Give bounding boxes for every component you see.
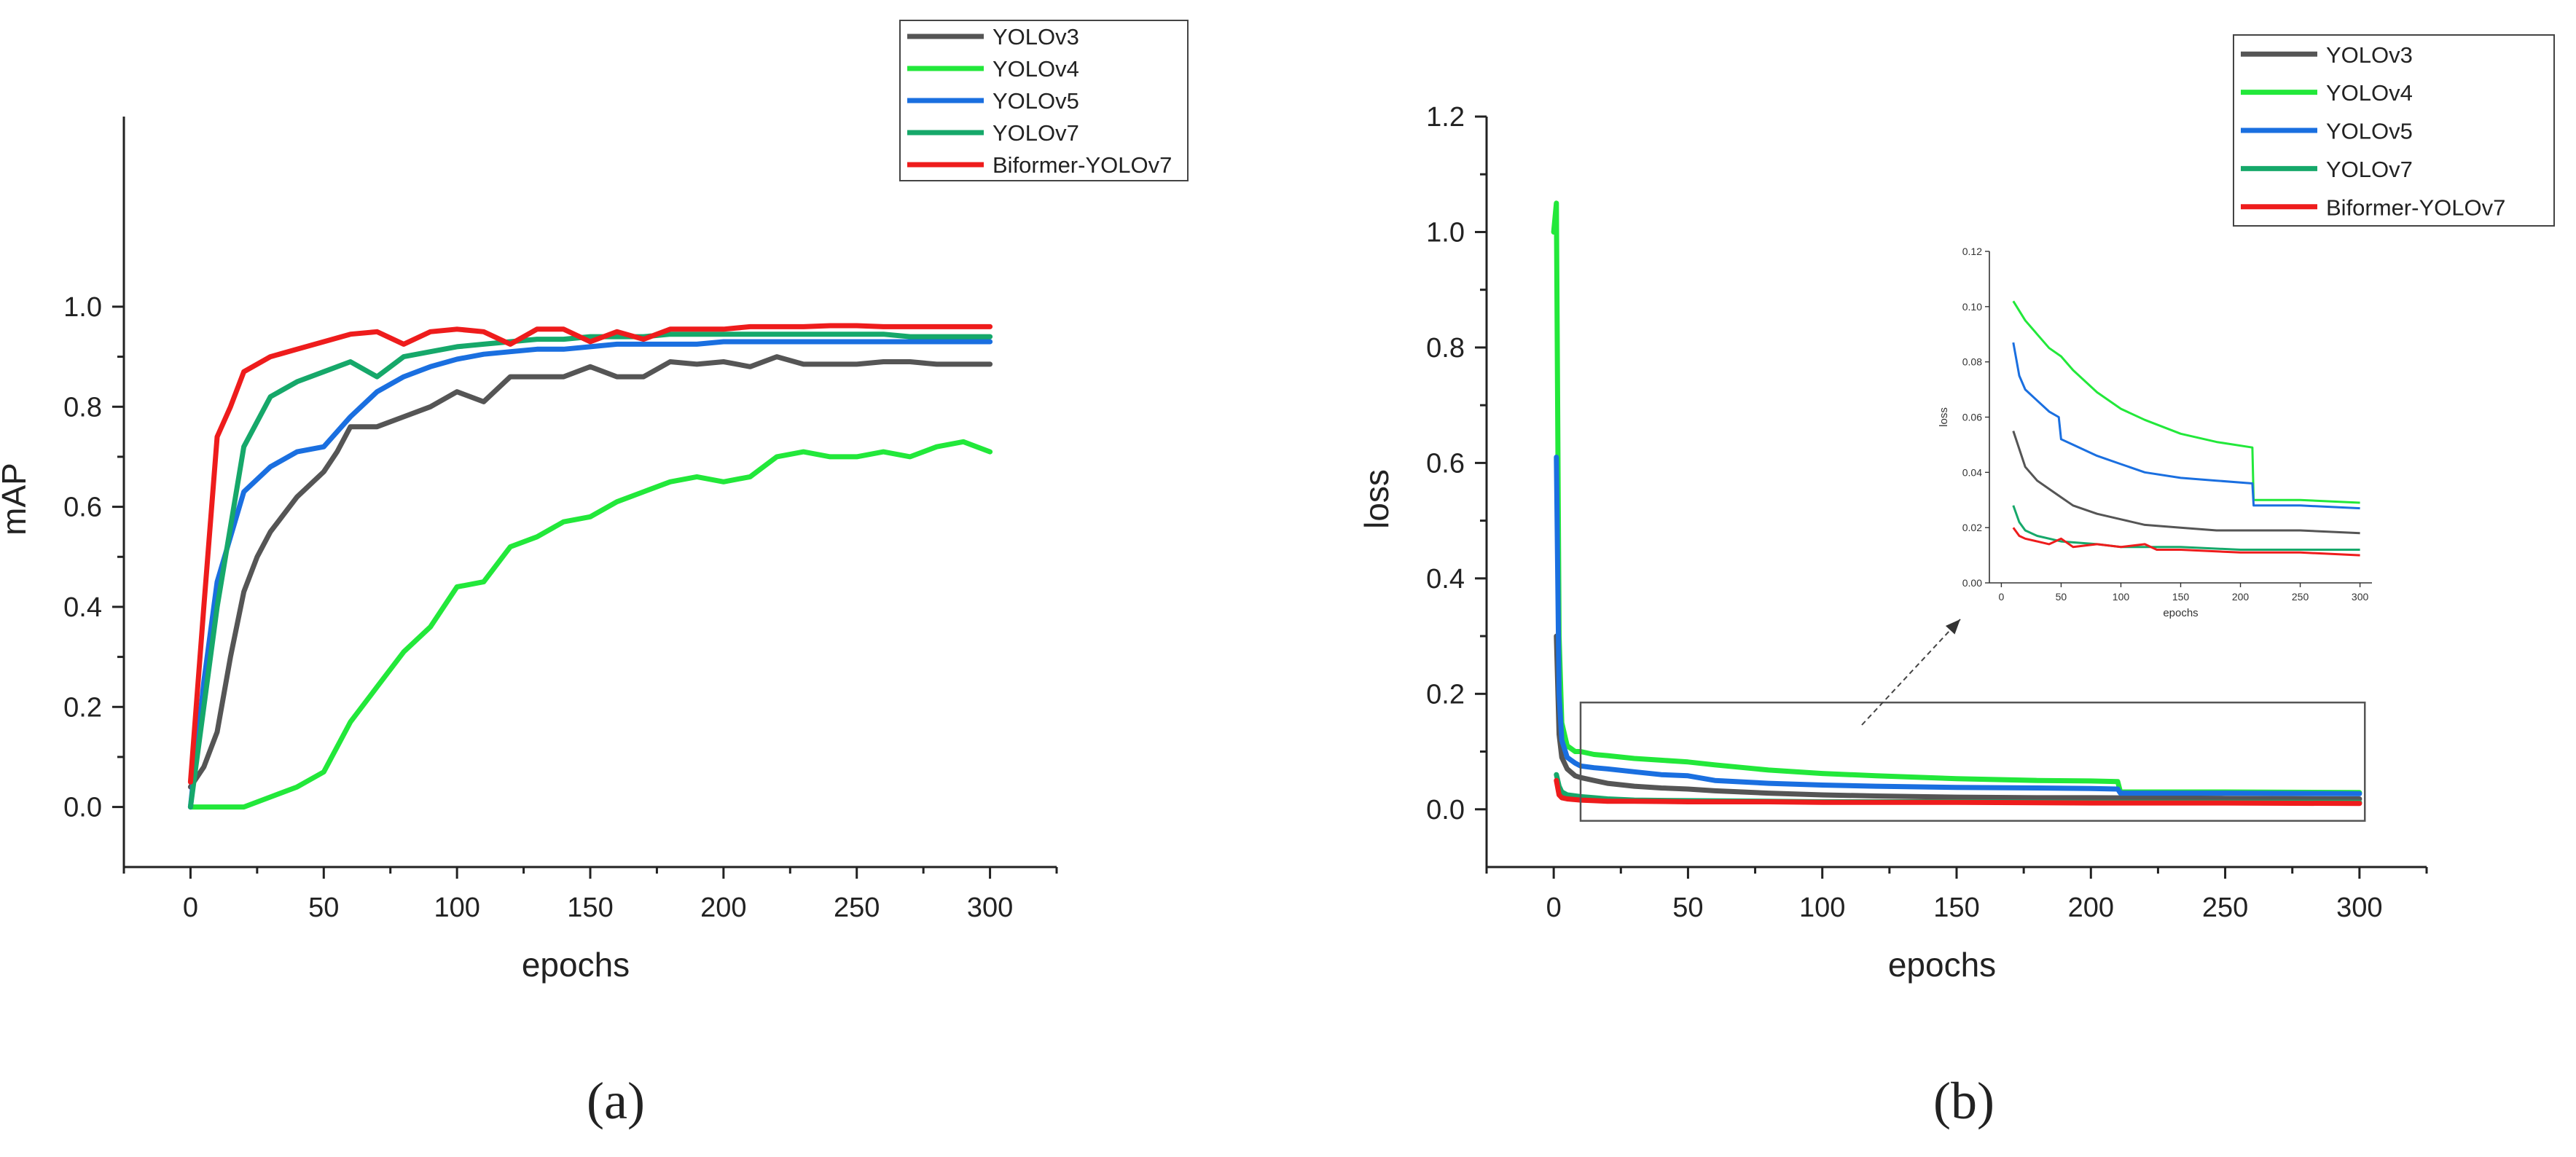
inset-y-tick-label-6: 0.12 (1962, 246, 1982, 257)
legend-label-b-biformer-yolov7: Biformer-YOLOv7 (2326, 195, 2505, 220)
legend-label-b-yolov5: YOLOv5 (2326, 119, 2413, 144)
legend-label-b-yolov3: YOLOv3 (2326, 42, 2413, 68)
caption-a: (a) (587, 1072, 645, 1130)
inset-chart-b: 0 50 100 150 200 250 300 0.00 0.02 0.04 0.06 0.08 0.… (1938, 246, 2372, 619)
inset-x-tick-label-150: 150 (2172, 591, 2190, 603)
x-axis-title-a: epochs (522, 946, 630, 984)
caption-b: (b) (1933, 1072, 1994, 1130)
legend-label-b-yolov7: YOLOv7 (2326, 157, 2413, 182)
y-tick-label-b-2: 0.4 (1426, 564, 1465, 595)
inset-series-line-yolov3 (2012, 431, 2360, 535)
y-tick-label-b-1: 0.2 (1426, 679, 1465, 710)
y-tick-label-a-5: 1.0 (63, 292, 102, 323)
legend-label-a-yolov3: YOLOv3 (993, 24, 1079, 50)
y-tick-label-b-3: 0.6 (1426, 448, 1465, 479)
x-tick-label-b-50: 50 (1672, 893, 1703, 923)
y-tick-label-b-5: 1.0 (1426, 217, 1465, 248)
inset-series-line-yolov5 (2012, 342, 2360, 510)
legend-label-a-yolov5: YOLOv5 (993, 88, 1079, 114)
y-axis-title-b: loss (1358, 469, 1395, 529)
x-tick-label-b-300: 300 (2336, 893, 2382, 923)
x-tick-label-a-100: 100 (434, 893, 479, 923)
y-tick-label-a-2: 0.4 (63, 592, 102, 623)
inset-series-line-biformer-yolov7 (2012, 527, 2360, 557)
y-tick-label-b-4: 0.8 (1426, 333, 1465, 364)
x-axis-title-b: epochs (1888, 946, 1996, 984)
inset-y-axis-title: loss (1938, 407, 1950, 427)
x-tick-label-a-250: 250 (834, 893, 880, 923)
chart-a-map: 0 50 100 150 200 250 300 0.0 0.2 0.4 0.6 0.8 1.0 epoc… (0, 20, 1189, 984)
series-line-a-yolov3 (187, 354, 993, 790)
inset-y-tick-label-2: 0.04 (1962, 466, 1982, 478)
zoom-region-b (1579, 701, 2366, 822)
inset-y-tick-label-4: 0.08 (1962, 356, 1982, 368)
series-line-b-yolov5 (1554, 455, 2362, 796)
series-line-a-yolov4 (187, 439, 993, 810)
x-tick-label-a-50: 50 (308, 893, 339, 923)
legend-label-a-yolov4: YOLOv4 (993, 56, 1079, 82)
chart-b-loss: 0 50 100 150 200 250 300 0.0 0.2 0.4 0.6 0.8 1.0 1.2 e… (1358, 34, 2555, 984)
y-tick-label-b-6: 1.2 (1426, 102, 1465, 133)
y-axis-title-a: mAP (0, 463, 33, 536)
x-tick-label-b-0: 0 (1546, 893, 1562, 923)
x-tick-label-b-100: 100 (1799, 893, 1845, 923)
inset-x-tick-label-300: 300 (2352, 591, 2369, 603)
x-tick-label-b-150: 150 (1933, 893, 1979, 923)
x-tick-label-a-0: 0 (183, 893, 198, 923)
inset-x-tick-label-50: 50 (2056, 591, 2067, 603)
x-tick-label-a-150: 150 (567, 893, 613, 923)
series-line-a-biformer-yolov7 (187, 323, 993, 785)
legend-label-a-yolov7: YOLOv7 (993, 120, 1079, 146)
x-tick-label-b-200: 200 (2068, 893, 2114, 923)
x-tick-label-a-300: 300 (967, 893, 1013, 923)
x-tick-label-b-250: 250 (2202, 893, 2248, 923)
zoom-arrow-line-b (1861, 619, 1961, 726)
y-tick-label-a-4: 0.8 (63, 392, 102, 423)
x-tick-label-a-200: 200 (700, 893, 746, 923)
y-tick-label-a-0: 0.0 (63, 793, 102, 823)
inset-x-tick-label-100: 100 (2113, 591, 2130, 603)
inset-y-tick-label-0: 0.00 (1962, 577, 1982, 589)
inset-y-tick-label-3: 0.06 (1962, 412, 1982, 423)
y-tick-label-a-1: 0.2 (63, 692, 102, 723)
inset-x-tick-label-250: 250 (2292, 591, 2309, 603)
series-line-b-yolov3 (1554, 633, 2362, 801)
inset-y-tick-label-1: 0.02 (1962, 522, 1982, 533)
inset-series-line-yolov4 (2012, 300, 2360, 504)
inset-x-tick-label-0: 0 (1999, 591, 2005, 603)
y-tick-label-b-0: 0.0 (1426, 795, 1465, 825)
series-line-b-biformer-yolov7 (1554, 777, 2362, 807)
inset-x-axis-title: epochs (2163, 607, 2198, 619)
zoom-arrow-head-b (1945, 619, 1960, 635)
inset-y-tick-label-5: 0.10 (1962, 301, 1982, 313)
y-tick-label-a-3: 0.6 (63, 493, 102, 523)
series-line-b-yolov4 (1551, 200, 2362, 796)
inset-x-tick-label-200: 200 (2232, 591, 2250, 603)
series-line-a-yolov7 (187, 332, 993, 810)
legend-label-a-biformer-yolov7: Biformer-YOLOv7 (993, 152, 1172, 178)
series-line-a-yolov5 (187, 339, 993, 810)
legend-label-b-yolov4: YOLOv4 (2326, 80, 2413, 106)
